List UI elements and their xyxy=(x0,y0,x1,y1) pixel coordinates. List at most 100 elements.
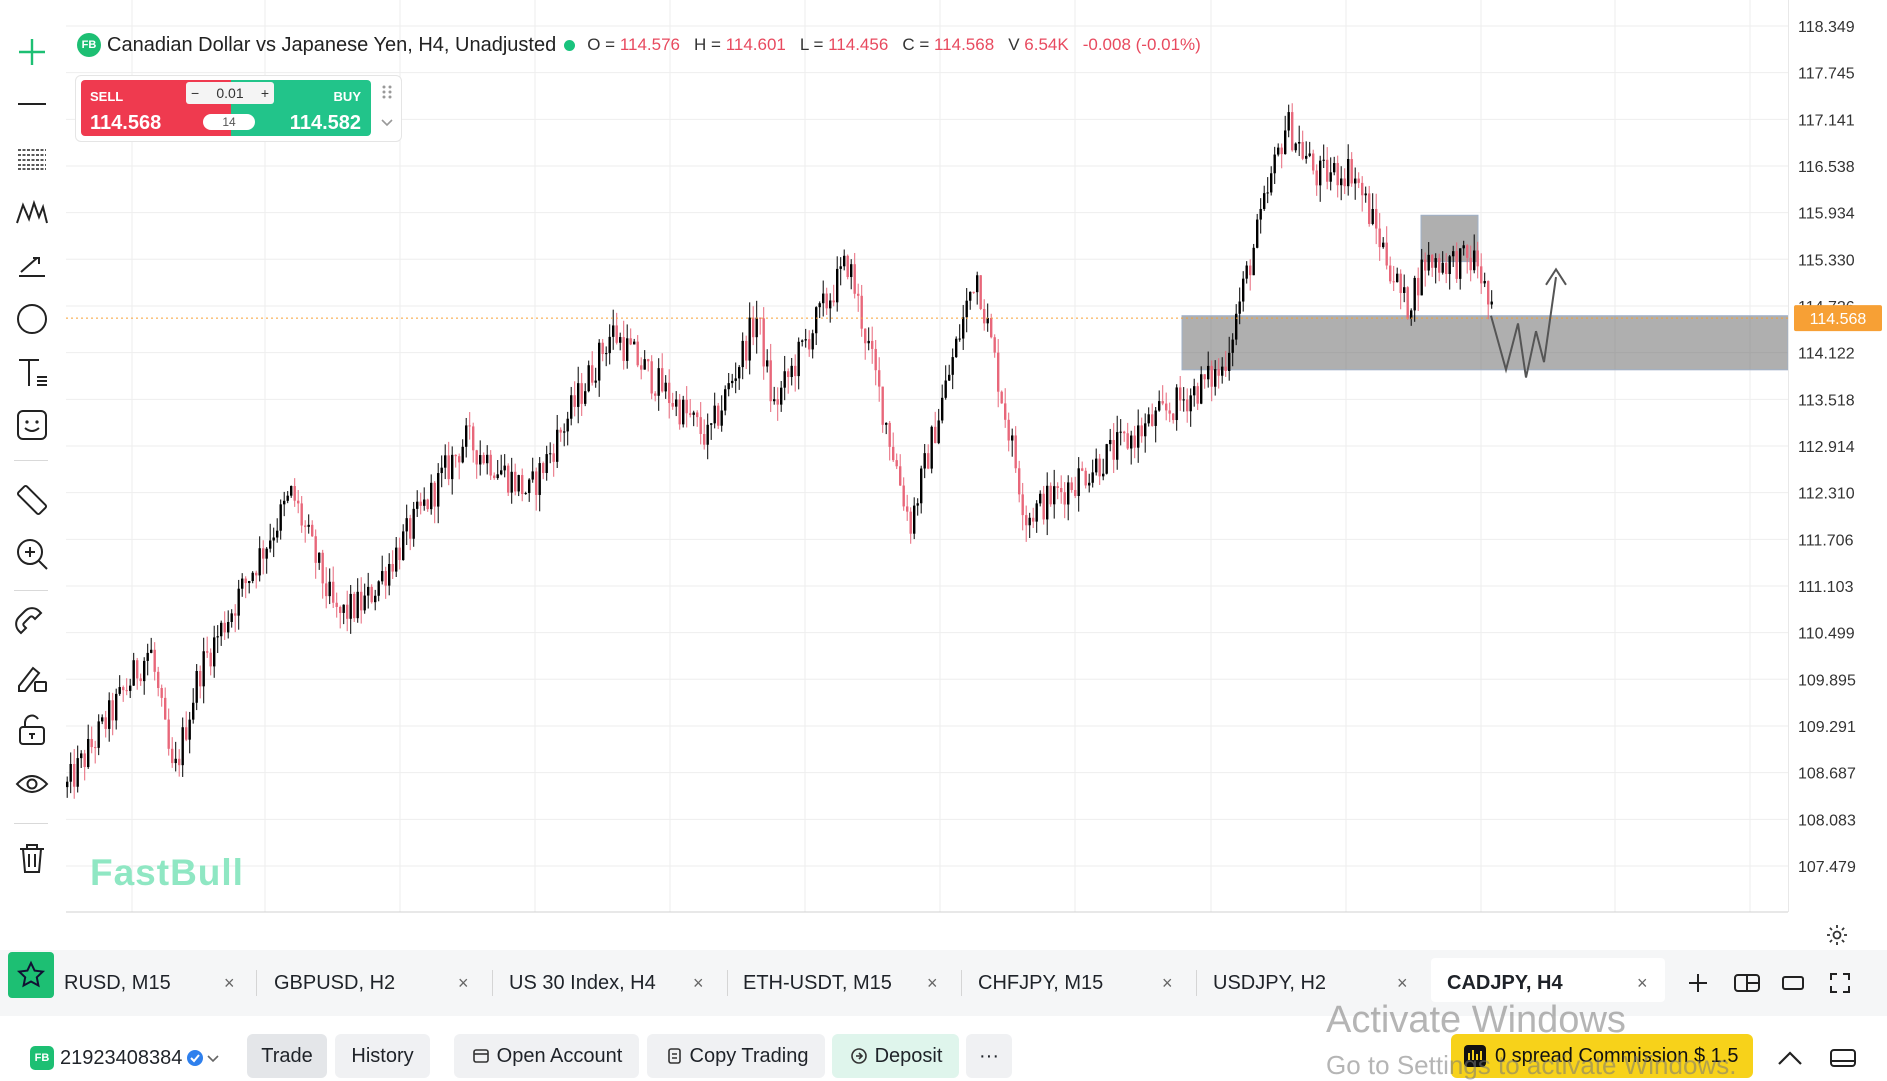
candle xyxy=(829,293,832,323)
candle xyxy=(1455,242,1458,283)
account-selector[interactable]: FB 21923408384 xyxy=(30,1043,220,1073)
candle xyxy=(122,685,125,702)
close-icon[interactable]: × xyxy=(693,972,704,993)
unlock-icon[interactable] xyxy=(12,710,52,750)
quantity-value[interactable]: 0.01 xyxy=(216,85,244,101)
candle xyxy=(1056,482,1059,500)
window-icon[interactable] xyxy=(1778,968,1808,998)
candle xyxy=(279,499,282,540)
windows-activation-title: Activate Windows xyxy=(1326,999,1626,1041)
buy-button[interactable]: BUY 114.582 xyxy=(231,80,371,136)
more-button[interactable]: ··· xyxy=(966,1034,1012,1078)
line-icon[interactable] xyxy=(12,84,52,124)
lock-drawing-icon[interactable] xyxy=(12,657,52,697)
decrease-quantity-button[interactable]: − xyxy=(191,85,200,101)
tab-cadjpy-h4[interactable]: CADJPY, H4 × xyxy=(1447,958,1657,1008)
candle xyxy=(402,524,405,561)
candle xyxy=(1224,350,1227,377)
tab-ethusdt-m15[interactable]: ETH-USDT, M15 × xyxy=(743,958,943,1008)
candle xyxy=(1238,287,1241,325)
increase-quantity-button[interactable]: + xyxy=(260,85,269,101)
promo-banner[interactable]: 0 spread Commission $ 1.5 xyxy=(1451,1034,1753,1078)
crosshair-icon[interactable] xyxy=(12,32,52,72)
candle xyxy=(1207,351,1210,388)
close-icon[interactable]: × xyxy=(1637,972,1648,993)
trash-icon[interactable] xyxy=(12,838,52,878)
candle xyxy=(923,444,926,479)
open-account-button[interactable]: Open Account xyxy=(454,1034,639,1078)
copy-trading-button[interactable]: Copy Trading xyxy=(647,1034,825,1078)
quantity-stepper[interactable]: − 0.01 + xyxy=(186,82,274,104)
support-zone xyxy=(1181,315,1788,371)
chart-canvas[interactable]: Oct 30 02:00Nov 13 15:00Nov 28 03:00Dec … xyxy=(66,0,1788,915)
settings-gear-icon[interactable] xyxy=(1822,920,1852,950)
tab-gbpusd-h2[interactable]: GBPUSD, H2 × xyxy=(274,958,474,1008)
candle xyxy=(1413,275,1416,322)
price-axis[interactable]: 118.349 117.745 117.141 116.538 115.934 115.3… xyxy=(1787,0,1887,915)
candle xyxy=(318,552,321,570)
add-tab-icon[interactable] xyxy=(1683,968,1713,998)
candle xyxy=(496,459,499,480)
candle xyxy=(150,637,153,654)
candle xyxy=(1109,428,1112,452)
candle xyxy=(146,643,149,676)
favorites-button[interactable] xyxy=(8,952,54,998)
candle xyxy=(1354,167,1357,200)
close-icon[interactable]: × xyxy=(1397,972,1408,993)
panel-icon[interactable] xyxy=(1828,1045,1858,1071)
tab-rusd-m15[interactable]: RUSD, M15 × xyxy=(64,958,244,1008)
candle xyxy=(556,414,559,468)
candle xyxy=(251,571,254,584)
zoom-in-icon[interactable] xyxy=(12,534,52,574)
fib-icon[interactable] xyxy=(12,138,52,178)
candle xyxy=(1179,375,1182,411)
candle xyxy=(752,306,755,346)
pattern-icon[interactable] xyxy=(12,192,52,232)
candle xyxy=(1217,358,1220,389)
candle xyxy=(1042,485,1045,525)
candle xyxy=(1175,384,1178,431)
candle xyxy=(143,657,146,695)
candle xyxy=(307,514,310,534)
instrument-title[interactable]: Canadian Dollar vs Japanese Yen, H4, Una… xyxy=(107,33,557,56)
candle xyxy=(825,287,828,315)
chevron-down-icon[interactable] xyxy=(380,116,394,130)
close-icon[interactable]: × xyxy=(458,972,469,993)
fullscreen-icon[interactable] xyxy=(1825,968,1855,998)
candle xyxy=(1329,157,1332,191)
history-tab[interactable]: History xyxy=(335,1034,430,1078)
verified-icon xyxy=(187,1050,204,1066)
deposit-button[interactable]: Deposit xyxy=(832,1034,959,1078)
close-icon[interactable]: × xyxy=(1162,972,1173,993)
eye-icon[interactable] xyxy=(12,764,52,804)
trend-icon[interactable] xyxy=(12,245,52,285)
text-icon[interactable] xyxy=(12,352,52,392)
layout-icon[interactable] xyxy=(1731,968,1763,998)
candle xyxy=(773,386,776,405)
tab-usdjpy-h2[interactable]: USDJPY, H2 × xyxy=(1213,958,1413,1008)
candle xyxy=(552,443,555,477)
candle xyxy=(1459,248,1462,290)
candle xyxy=(83,749,86,781)
candle xyxy=(1137,409,1140,463)
candle xyxy=(853,252,856,299)
ruler-icon[interactable] xyxy=(12,480,52,520)
candle xyxy=(1417,267,1420,311)
magnet-icon[interactable] xyxy=(12,604,52,644)
candle xyxy=(797,337,800,390)
candle xyxy=(738,365,741,390)
circle-icon[interactable] xyxy=(12,299,52,339)
price-chart[interactable]: Oct 30 02:00Nov 13 15:00Nov 28 03:00Dec … xyxy=(66,0,1788,915)
drag-handle-icon[interactable] xyxy=(380,84,394,100)
chevron-up-icon[interactable] xyxy=(1775,1045,1805,1071)
trade-tab[interactable]: Trade xyxy=(247,1034,327,1078)
close-icon[interactable]: × xyxy=(224,972,235,993)
emoji-icon[interactable] xyxy=(12,405,52,445)
candle xyxy=(290,485,293,498)
candle xyxy=(832,284,835,307)
close-icon[interactable]: × xyxy=(927,972,938,993)
tab-us30-h4[interactable]: US 30 Index, H4 × xyxy=(509,958,709,1008)
tab-chfjpy-m15[interactable]: CHFJPY, M15 × xyxy=(978,958,1178,1008)
candle xyxy=(1119,419,1122,446)
candle xyxy=(475,449,478,479)
